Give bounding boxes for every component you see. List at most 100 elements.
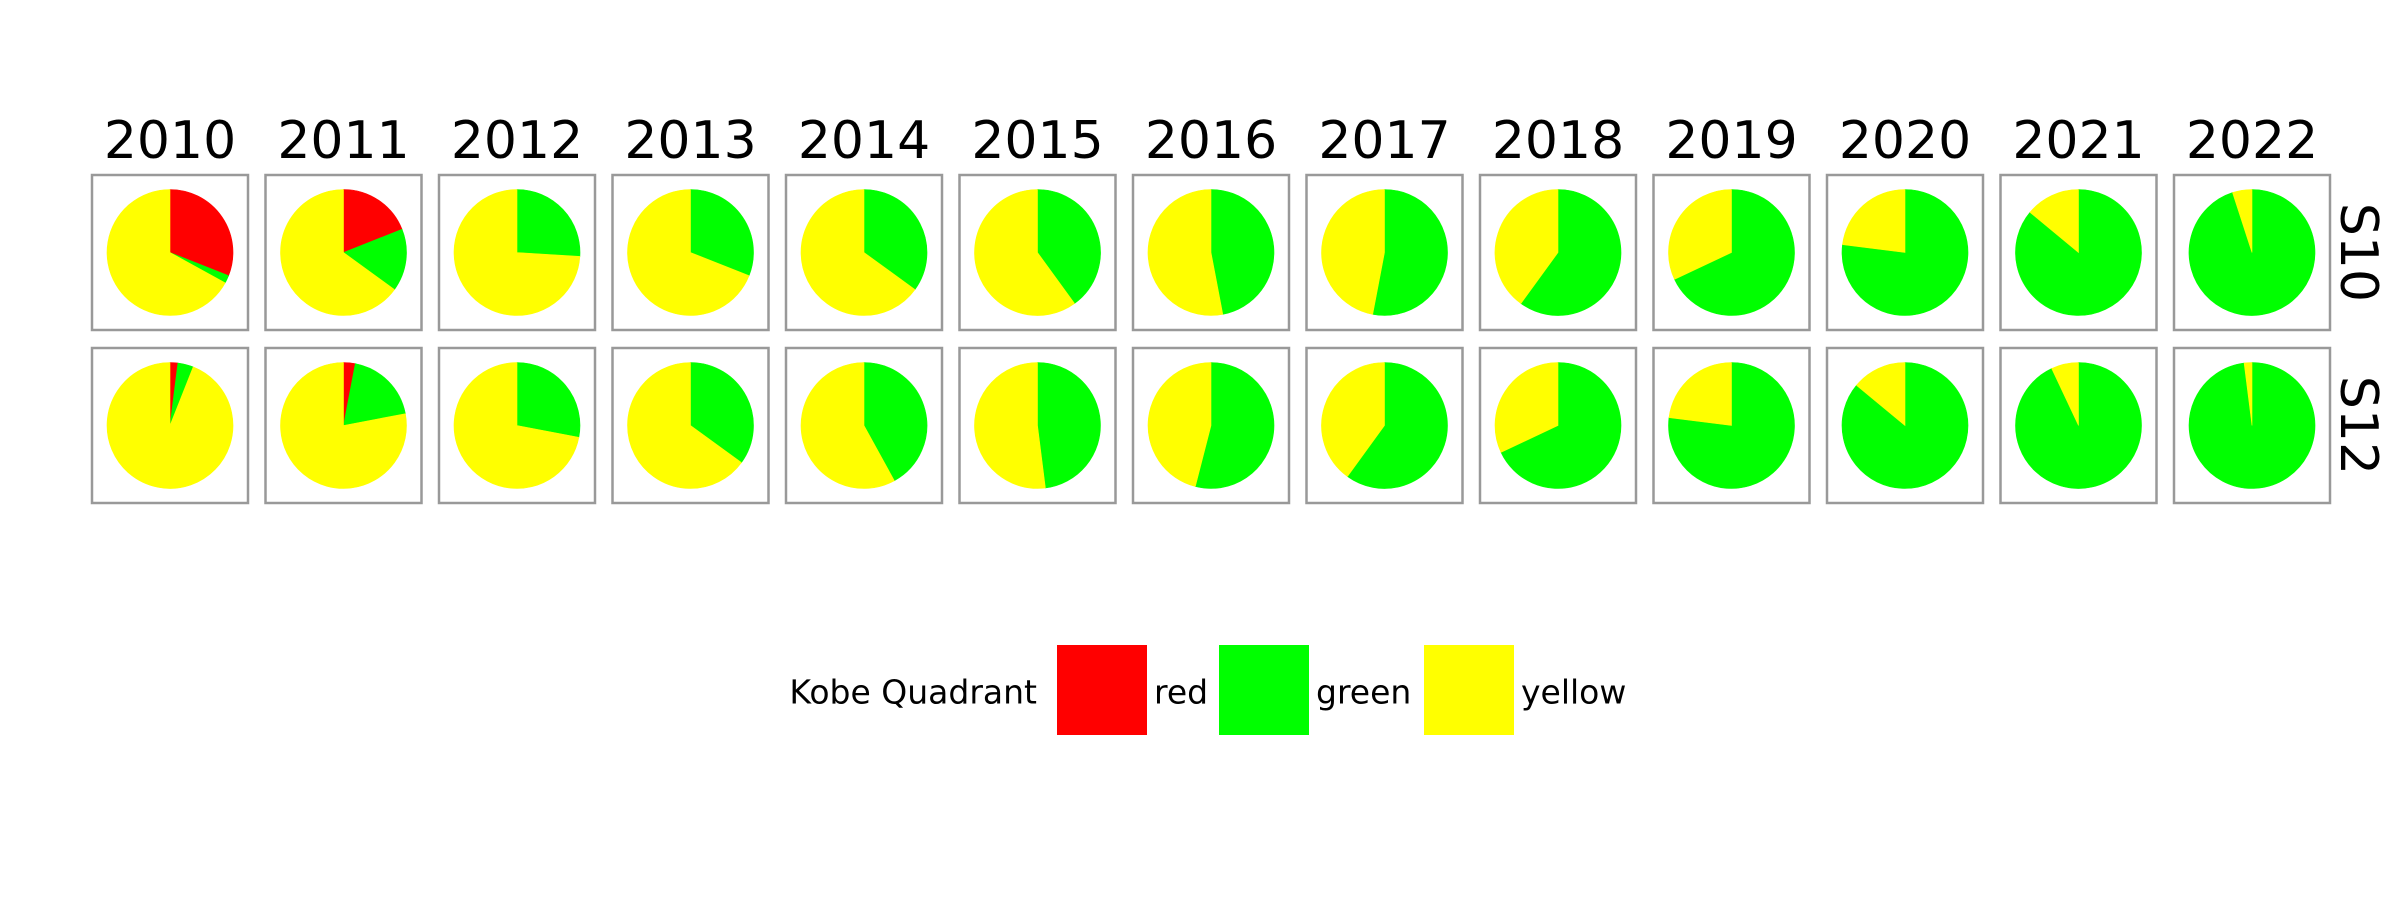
slice-yellow: [453, 189, 581, 316]
slice-yellow: [974, 362, 1046, 489]
slice-yellow: [2232, 189, 2253, 253]
column-label-2019: 2019: [1665, 111, 1797, 171]
column-label-2012: 2012: [451, 111, 583, 171]
legend-key-red: [1057, 645, 1147, 735]
pie-panel-S12-2012: [437, 346, 597, 505]
pie-panel-S12-2021: [1999, 346, 2158, 505]
slice-green: [1500, 362, 1622, 489]
slice-yellow: [800, 362, 895, 489]
column-label-2018: 2018: [1492, 111, 1624, 171]
slice-yellow: [1321, 362, 1385, 477]
legend-key-yellow: [1424, 645, 1514, 735]
slice-yellow: [453, 362, 580, 489]
slice-yellow: [1668, 189, 1732, 280]
column-label-2022: 2022: [2186, 111, 2318, 171]
column-label-2017: 2017: [1318, 111, 1450, 171]
slice-yellow: [2029, 189, 2079, 254]
column-label-2016: 2016: [1145, 111, 1277, 171]
slice-yellow: [1842, 189, 1906, 253]
row-label-S10: S10: [2328, 203, 2388, 302]
column-label-2013: 2013: [624, 111, 756, 171]
slice-yellow: [1494, 189, 1559, 304]
pie-panel-S12-2010: [90, 346, 250, 505]
pie-panels: [90, 173, 2332, 505]
slice-yellow: [280, 189, 395, 316]
slice-green: [1841, 189, 1969, 316]
pie-panel-S10-2019: [1652, 173, 1811, 332]
pie-panel-S10-2016: [1131, 173, 1291, 332]
column-labels: 2010 2011 2012 2013 2014 2015 2016 2017 2018 2019…: [104, 111, 2318, 171]
pie-panel-S12-2014: [784, 346, 944, 505]
slice-red: [343, 189, 403, 253]
slice-green: [863, 362, 928, 482]
pie-panel-S10-2012: [437, 173, 597, 332]
slice-green: [1037, 362, 1101, 489]
slice-green: [516, 189, 581, 257]
pie-panel-S12-2013: [611, 346, 770, 505]
slice-green: [516, 362, 581, 438]
pie-panel-S12-2011: [264, 346, 423, 505]
slice-yellow: [2243, 362, 2253, 426]
pie-panel-S10-2013: [611, 173, 770, 332]
slice-yellow: [106, 189, 226, 316]
row-label-S12: S12: [2328, 376, 2388, 475]
column-label-2020: 2020: [1839, 111, 1971, 171]
slice-green: [1520, 189, 1622, 316]
column-label-2010: 2010: [104, 111, 236, 171]
slice-yellow: [1321, 189, 1385, 315]
slice-green: [1194, 362, 1275, 489]
slice-green: [1668, 362, 1795, 489]
slice-yellow: [2051, 362, 2079, 426]
column-label-2011: 2011: [277, 111, 409, 171]
slice-yellow: [280, 362, 407, 489]
slice-yellow: [1668, 362, 1732, 426]
slice-green: [1372, 189, 1448, 316]
pie-panel-S10-2010: [90, 173, 250, 332]
slice-green: [342, 228, 407, 290]
slice-yellow: [627, 189, 750, 316]
slice-yellow: [1856, 362, 1906, 427]
legend-title: Kobe Quadrant: [789, 673, 1037, 712]
pie-panel-S10-2015: [958, 173, 1117, 332]
slice-yellow: [800, 189, 916, 316]
column-label-2021: 2021: [2012, 111, 2144, 171]
legend-label-green: green: [1316, 673, 1411, 712]
slice-green: [1037, 189, 1101, 304]
legend: Kobe Quadrant red green yellow: [789, 645, 1626, 735]
pie-panel-S12-2019: [1652, 346, 1811, 505]
slice-red: [169, 189, 234, 277]
pie-panel-S12-2022: [2172, 346, 2332, 505]
column-label-2014: 2014: [798, 111, 930, 171]
slice-green: [1674, 189, 1795, 316]
pie-panel-S10-2018: [1478, 173, 1638, 332]
slice-yellow: [1494, 362, 1559, 453]
pie-panel-S10-2021: [1999, 173, 2158, 332]
pie-panel-S10-2017: [1305, 173, 1464, 332]
slice-yellow: [1147, 362, 1212, 487]
pie-panel-S10-2014: [784, 173, 944, 332]
legend-label-yellow: yellow: [1521, 673, 1626, 712]
slice-yellow: [106, 362, 234, 489]
row-labels: S10 S12: [2328, 203, 2388, 475]
legend-label-red: red: [1154, 673, 1208, 712]
legend-key-green: [1219, 645, 1309, 735]
slice-yellow: [1147, 189, 1224, 316]
slice-green: [690, 362, 754, 463]
pie-panel-S12-2015: [958, 346, 1117, 505]
pie-panel-S12-2016: [1131, 346, 1291, 505]
pie-panel-S12-2018: [1478, 346, 1638, 505]
pie-panel-S10-2022: [2172, 173, 2332, 332]
pie-panel-S10-2020: [1825, 173, 1985, 332]
pie-panel-S12-2020: [1825, 346, 1985, 505]
pie-panel-S12-2017: [1305, 346, 1464, 505]
column-label-2015: 2015: [971, 111, 1103, 171]
slice-green: [1347, 362, 1448, 489]
slice-green: [863, 189, 928, 290]
slice-yellow: [974, 189, 1075, 316]
slice-green: [690, 189, 754, 277]
slice-yellow: [627, 362, 742, 489]
slice-green: [343, 363, 406, 426]
slice-green: [1210, 189, 1275, 315]
pie-panel-S10-2011: [264, 173, 423, 332]
